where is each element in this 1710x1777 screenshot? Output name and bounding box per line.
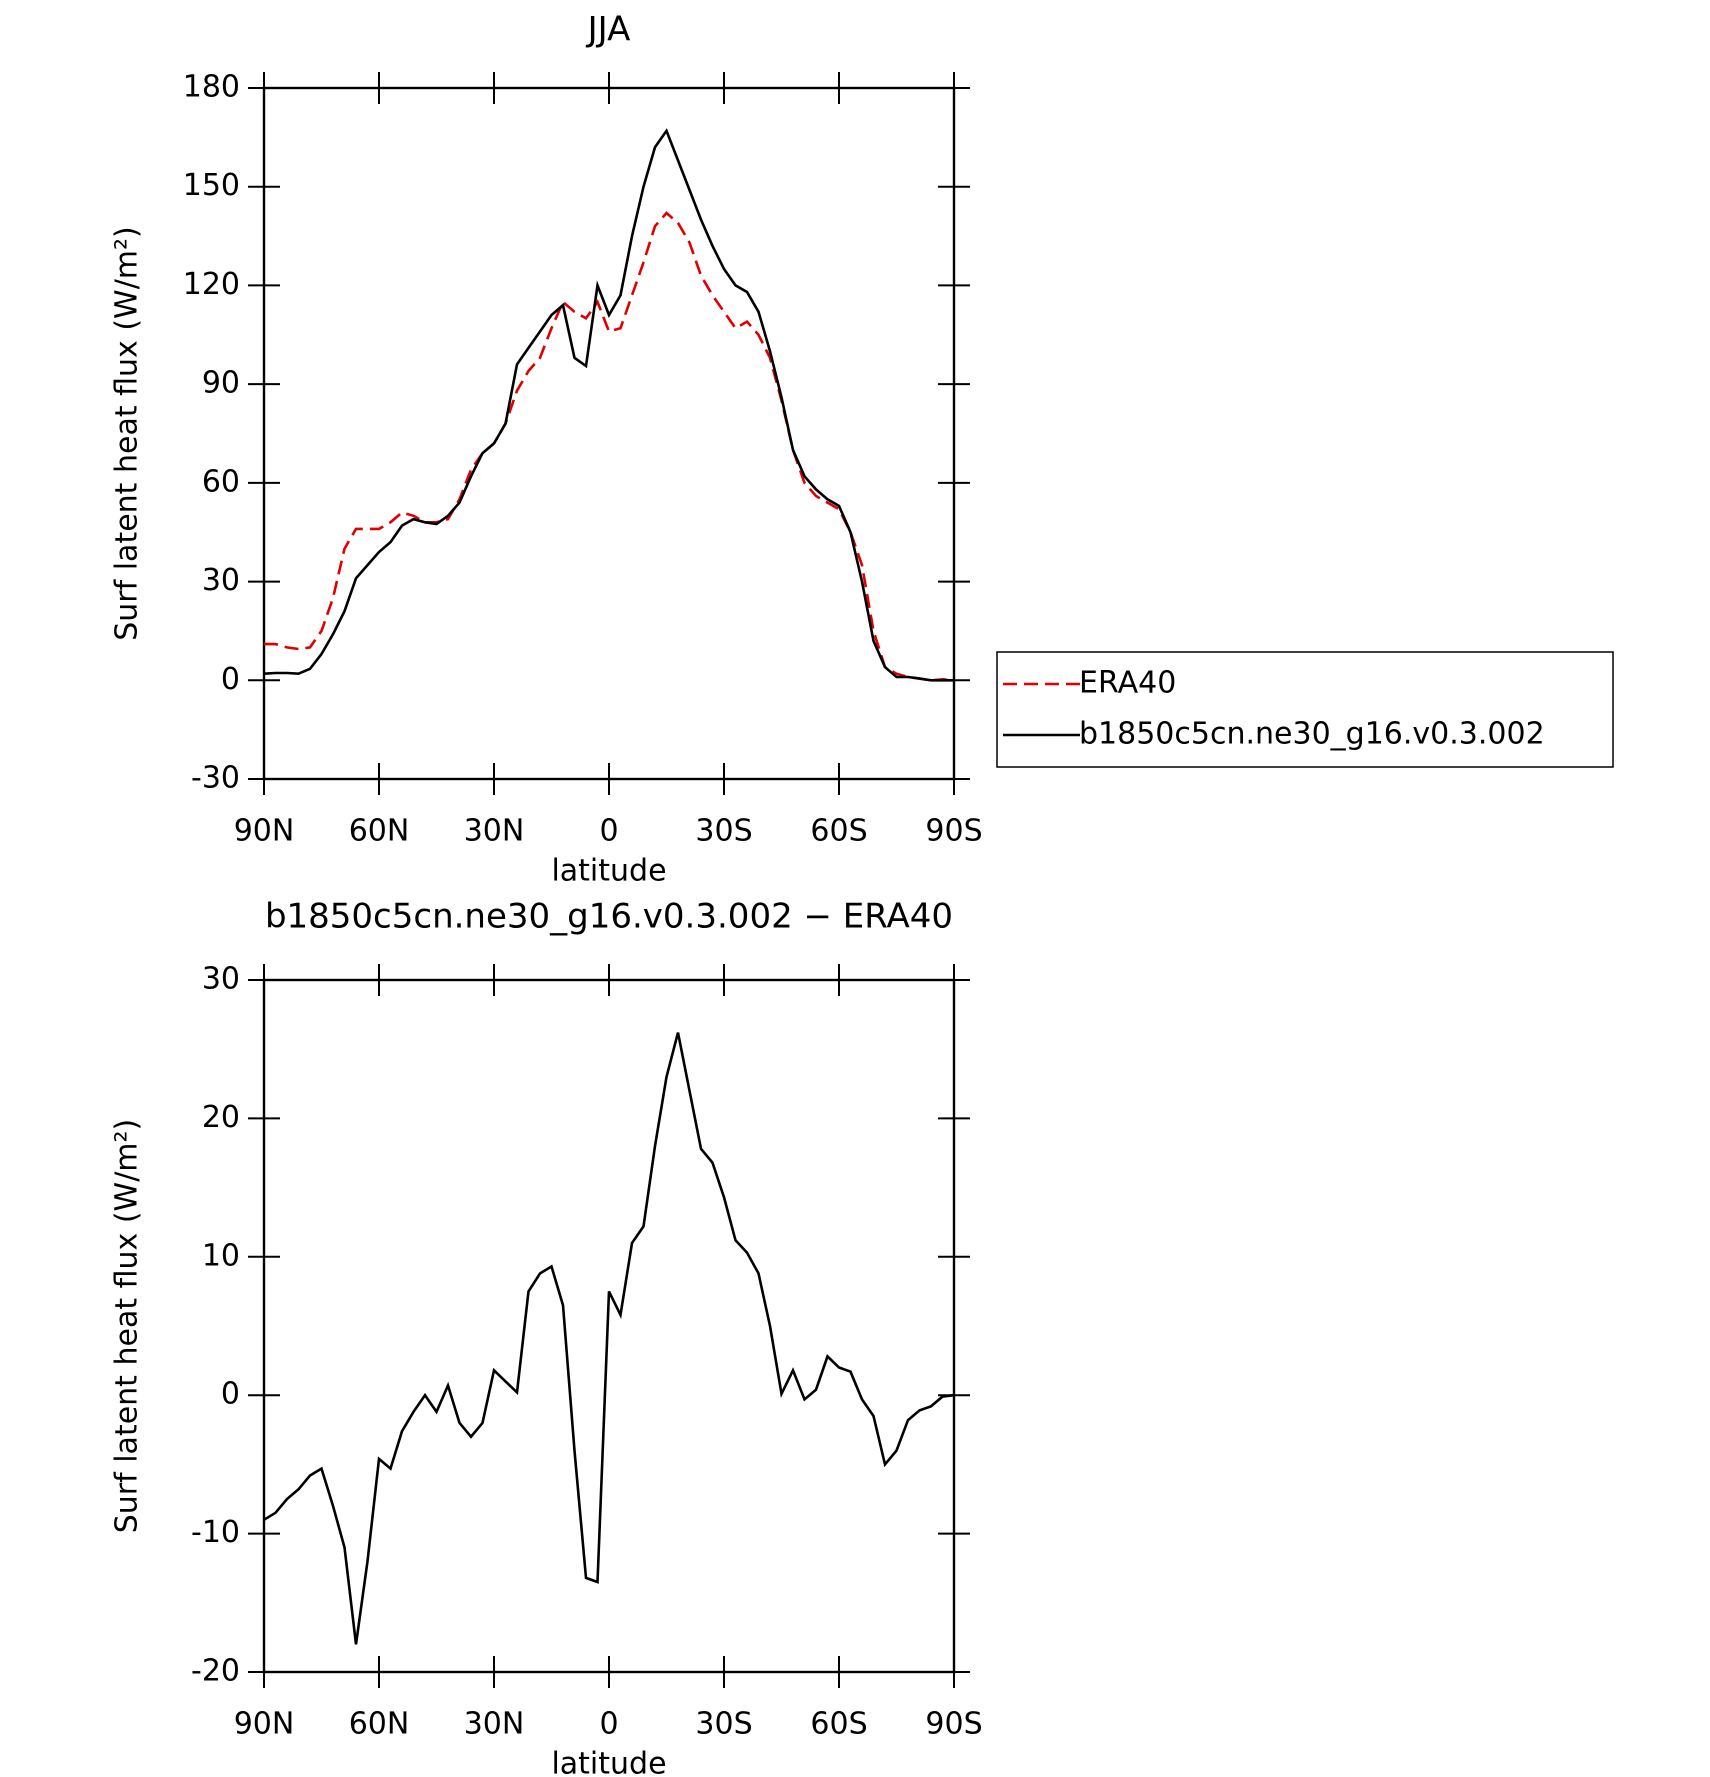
y-tick-label: 20 <box>202 1100 240 1135</box>
plot-frame <box>262 86 956 781</box>
data-line <box>263 128 954 682</box>
y-tick-label: -20 <box>191 1654 240 1689</box>
y-tick-label: -30 <box>191 761 240 796</box>
legend-label: ERA40 <box>1079 666 1176 701</box>
y-axis-label: Surf latent heat flux (W/m²) <box>110 1119 145 1534</box>
y-tick-label: -10 <box>191 1515 240 1550</box>
chart-title: JJA <box>586 10 631 50</box>
x-tick-label: 60S <box>810 1707 867 1742</box>
x-tick-label: 0 <box>599 814 618 849</box>
legend-box <box>996 651 1614 768</box>
x-tick-label: 30S <box>695 1707 752 1742</box>
x-axis-label: latitude <box>551 854 666 889</box>
y-tick-label: 0 <box>221 1377 240 1412</box>
x-tick-label: 60S <box>810 814 867 849</box>
x-tick-label: 30S <box>695 814 752 849</box>
y-tick-label: 120 <box>183 267 240 302</box>
y-axis-label: Surf latent heat flux (W/m²) <box>110 226 145 641</box>
x-tick-label: 30N <box>464 1707 525 1742</box>
y-tick-label: 30 <box>202 563 240 598</box>
y-tick-label: 10 <box>202 1238 240 1273</box>
x-tick-label: 0 <box>599 1707 618 1742</box>
data-line <box>263 1032 955 1645</box>
y-tick-label: 30 <box>202 962 240 997</box>
x-tick-label: 90S <box>925 1707 982 1742</box>
x-axis-label: latitude <box>551 1747 666 1777</box>
data-line <box>264 211 955 682</box>
x-tick-label: 60N <box>349 1707 410 1742</box>
y-tick-label: 90 <box>202 366 240 401</box>
y-tick-label: 150 <box>183 168 240 203</box>
y-tick-label: 180 <box>183 70 240 105</box>
y-tick-label: 0 <box>221 662 240 697</box>
chart-panel: b1850c5cn.ne30_g16.v0.3.002 − ERA40 -20 -1… <box>110 897 983 1777</box>
x-tick-label: 60N <box>349 814 410 849</box>
x-tick-label: 90S <box>925 814 982 849</box>
y-tick-label: 60 <box>202 464 240 499</box>
chart-title: b1850c5cn.ne30_g16.v0.3.002 − ERA40 <box>265 897 953 937</box>
legend-label: b1850c5cn.ne30_g16.v0.3.002 <box>1079 717 1545 752</box>
x-tick-label: 90N <box>234 1707 295 1742</box>
x-tick-label: 30N <box>464 814 525 849</box>
x-tick-label: 90N <box>234 814 295 849</box>
chart-panel: JJA -30 0 30 60 90 120 150 180 90N 60N 30N 0 30S 60S 90… <box>110 10 1614 889</box>
